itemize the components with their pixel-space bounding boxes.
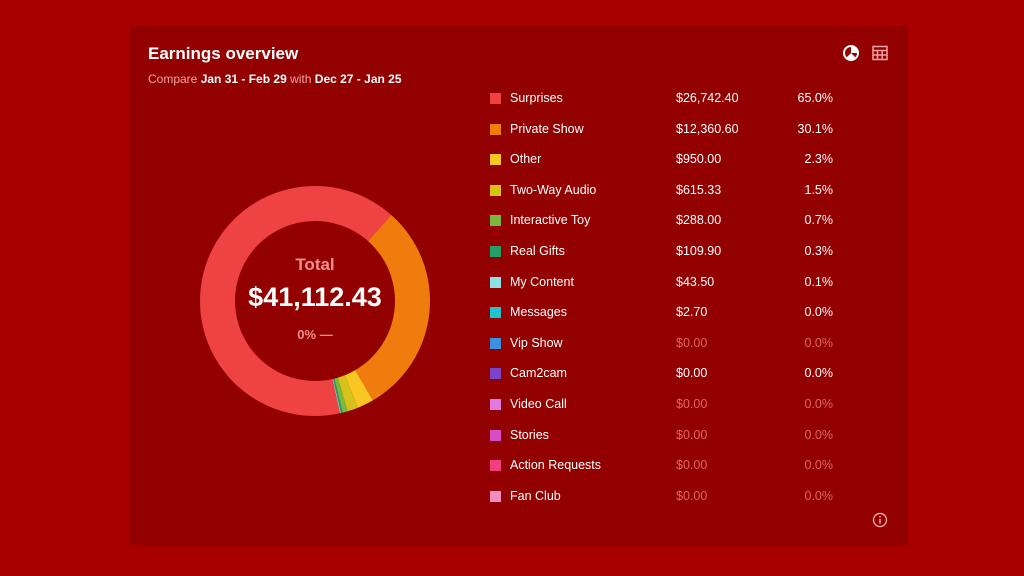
earnings-overview-card: Earnings overview Compare Jan 31 - Feb 2… [130, 26, 908, 546]
legend-percent: 0.0% [804, 427, 834, 442]
legend-swatch [490, 307, 501, 319]
legend-amount: $26,742.40 [676, 91, 739, 105]
legend-label: Video Call [510, 397, 567, 411]
legend-percent: 0.7% [804, 213, 834, 228]
legend-percent: 0.3% [804, 244, 834, 258]
legend-row-fan-club[interactable]: Fan Club $0.00 0.0% [490, 486, 850, 510]
legend-label: Action Requests [510, 458, 602, 473]
legend-swatch [490, 399, 501, 410]
donut-slice-real-gifts[interactable] [333, 378, 343, 414]
pie-chart-icon[interactable] [842, 44, 860, 62]
legend-swatch [490, 490, 501, 502]
legend-row-my-content[interactable]: My Content $43.50 0.1% [490, 272, 850, 296]
legend-amount: $12,360.60 [676, 121, 739, 136]
legend-row-other[interactable]: Other $950.00 2.3% [490, 149, 850, 173]
legend-label: Private Show [510, 121, 584, 136]
info-icon[interactable] [872, 512, 888, 528]
legend-amount: $0.00 [676, 335, 708, 350]
legend-percent: 30.1% [797, 121, 833, 136]
legend-row-private-show[interactable]: Private Show $12,360.60 30.1% [490, 119, 850, 143]
compare-periods: Compare Jan 31 - Feb 29 with Dec 27 - Ja… [148, 72, 402, 86]
compare-with: with [290, 72, 312, 86]
current-period[interactable]: Jan 31 - Feb 29 [200, 72, 287, 86]
legend-swatch [490, 184, 501, 196]
table-icon[interactable] [871, 44, 889, 62]
donut-slice-surprises[interactable] [199, 186, 392, 416]
legend-percent: 0.0% [804, 397, 834, 411]
legend-amount: $615.33 [676, 182, 722, 197]
donut-slice-messages[interactable] [332, 379, 341, 414]
legend-label: Other [510, 152, 542, 167]
legend-row-stories[interactable]: Stories $0.00 0.0% [490, 425, 850, 449]
legend-swatch [490, 368, 501, 380]
legend-percent: 0.0% [804, 458, 834, 473]
legend-amount: $0.00 [676, 488, 708, 503]
legend-percent: 0.1% [804, 274, 834, 289]
legend-row-real-gifts[interactable]: Real Gifts $109.90 0.3% [490, 241, 850, 265]
legend-label: Cam2cam [510, 366, 567, 381]
legend-row-vip-show[interactable]: Vip Show $0.00 0.0% [490, 333, 850, 357]
donut-slice-two-way-audio[interactable] [337, 375, 358, 412]
legend-label: Vip Show [510, 335, 563, 350]
legend-percent: 2.3% [804, 152, 834, 167]
legend-label: My Content [510, 274, 574, 289]
legend-amount: $950.00 [676, 152, 722, 167]
legend-label: Stories [510, 427, 549, 442]
legend-percent: 0.0% [804, 305, 834, 320]
legend-percent: 0.0% [804, 335, 834, 350]
legend-percent: 0.0% [804, 488, 834, 503]
legend-percent: 65.0% [797, 91, 833, 105]
legend-swatch [490, 154, 501, 166]
legend-row-messages[interactable]: Messages $2.70 0.0% [490, 302, 850, 326]
legend-row-surprises[interactable]: Surprises $26,742.40 65.0% [490, 88, 850, 112]
legend-label: Fan Club [510, 488, 561, 503]
legend-swatch [490, 93, 501, 104]
legend-amount: $0.00 [676, 397, 708, 411]
legend-row-video-call[interactable]: Video Call $0.00 0.0% [490, 394, 850, 418]
legend-row-cam2cam[interactable]: Cam2cam $0.00 0.0% [490, 363, 850, 387]
legend-swatch [490, 276, 501, 288]
legend-swatch [490, 337, 501, 349]
donut-slice-private-show[interactable] [355, 214, 430, 401]
legend-amount: $0.00 [676, 427, 708, 442]
legend-amount: $2.70 [676, 305, 708, 320]
legend-row-action-requests[interactable]: Action Requests $0.00 0.0% [490, 455, 850, 479]
legend-swatch [490, 429, 501, 441]
legend-amount: $109.90 [676, 244, 722, 258]
donut-slice-my-content[interactable] [332, 378, 341, 414]
donut-chart [199, 186, 430, 416]
legend-percent: 1.5% [804, 182, 834, 197]
legend-row-interactive-toy[interactable]: Interactive Toy $288.00 0.7% [490, 210, 850, 234]
legend-swatch [490, 246, 501, 257]
legend-swatch [490, 123, 501, 135]
donut-slice-other[interactable] [344, 370, 373, 408]
total-label: Total [295, 255, 335, 274]
compare-prefix: Compare [148, 72, 198, 86]
total-value: $41,112.43 [248, 282, 382, 312]
legend-amount: $288.00 [676, 213, 722, 228]
legend-percent: 0.0% [804, 366, 834, 381]
donut-slice-interactive-toy[interactable] [334, 377, 348, 413]
legend-label: Interactive Toy [510, 213, 591, 228]
legend-label: Messages [510, 305, 567, 320]
legend-label: Surprises [510, 91, 563, 105]
legend-amount: $0.00 [676, 366, 708, 381]
legend-amount: $43.50 [676, 274, 715, 289]
legend-swatch [490, 215, 501, 227]
total-change: 0% — [297, 327, 333, 342]
legend-label: Real Gifts [510, 244, 565, 258]
legend-amount: $0.00 [676, 458, 708, 473]
previous-period[interactable]: Dec 27 - Jan 25 [314, 72, 402, 86]
legend-swatch [490, 460, 501, 472]
legend-label: Two-Way Audio [510, 182, 597, 197]
legend-row-two-way-audio[interactable]: Two-Way Audio $615.33 1.5% [490, 180, 850, 204]
card-title: Earnings overview [148, 44, 299, 63]
